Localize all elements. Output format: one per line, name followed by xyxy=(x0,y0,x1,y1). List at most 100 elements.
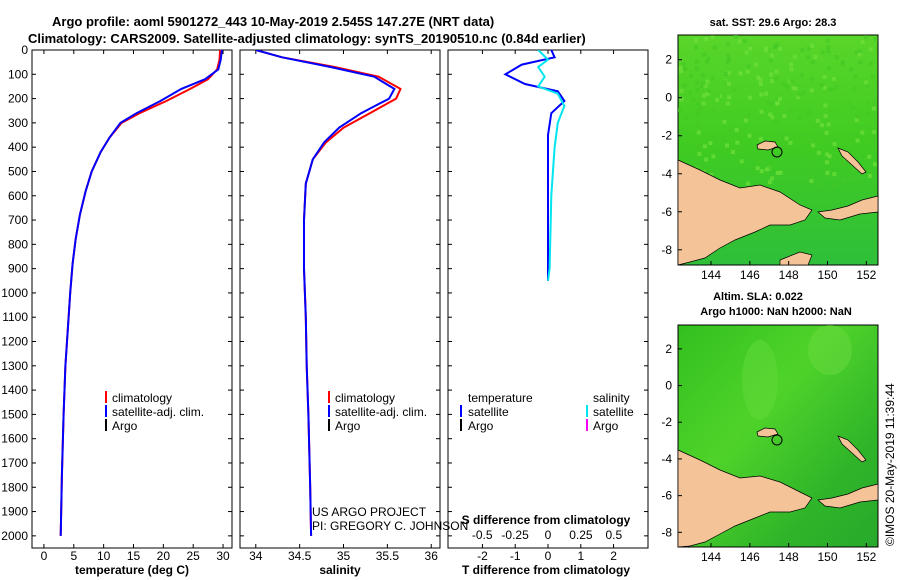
sst-pixel xyxy=(793,86,798,91)
y-tick-label: 1000 xyxy=(1,286,28,300)
map-y-tick-label: 0 xyxy=(665,379,672,393)
map-x-tick-label: 150 xyxy=(817,550,837,564)
sst-pixel xyxy=(702,144,707,149)
sst-pixel xyxy=(696,109,701,114)
credit-project: US ARGO PROJECT xyxy=(312,505,427,519)
sst-pixel xyxy=(778,46,782,51)
sst-pixel xyxy=(834,86,839,91)
map-x-tick-label: 146 xyxy=(740,268,760,282)
y-tick-label: 900 xyxy=(8,262,28,276)
sst-pixel xyxy=(759,109,764,114)
sst-pixel xyxy=(748,46,753,51)
map-y-tick-label: 2 xyxy=(665,53,672,67)
legend-swatch-argo xyxy=(105,419,107,431)
sst-pixel xyxy=(809,179,814,184)
difference-panel xyxy=(447,49,649,549)
sst-pixel xyxy=(678,127,683,132)
legend-label-s-satellite: satellite xyxy=(593,405,634,419)
sst-pixel xyxy=(866,126,871,131)
y-tick-label: 500 xyxy=(8,164,28,178)
x-tick-label: 20 xyxy=(157,549,171,563)
s-tick-label: 0.25 xyxy=(569,528,593,542)
y-tick-label: 1100 xyxy=(2,310,28,324)
sst-pixel xyxy=(787,108,792,113)
sst-pixel xyxy=(746,181,750,186)
sst-pixel xyxy=(816,150,821,155)
sst-pixel xyxy=(809,88,814,93)
legend-label-satellite: satellite-adj. clim. xyxy=(112,405,204,419)
sst-pixel xyxy=(853,74,858,79)
sst-pixel xyxy=(759,169,764,174)
sst-pixel xyxy=(710,35,715,40)
sst-pixel xyxy=(801,90,806,95)
sst-pixel xyxy=(710,76,715,81)
sst-pixel xyxy=(704,36,709,41)
sst-pixel xyxy=(785,84,790,89)
map-x-tick-label: 152 xyxy=(856,268,876,282)
sst-pixel xyxy=(678,69,683,74)
legend-swatch-s-satellite xyxy=(586,405,588,417)
sst-pixel xyxy=(826,49,831,54)
sst-pixel xyxy=(742,39,747,44)
sst-pixel xyxy=(703,83,708,88)
sst-pixel xyxy=(735,140,740,145)
sst-pixel xyxy=(867,169,872,173)
sst-pixel xyxy=(711,108,716,113)
sst-pixel xyxy=(772,45,777,49)
difference-legend: temperature satellite Argo salinity sate… xyxy=(460,391,634,433)
sst-island-new-ireland xyxy=(837,147,867,175)
sst-pixel xyxy=(825,173,830,178)
title-line-1: Argo profile: aoml 5901272_443 10-May-20… xyxy=(52,14,494,29)
pressure-axis: 0 100 200 300 400 500 600 700 800 900 1000 1100 1200… xyxy=(1,43,648,543)
sst-pixel xyxy=(816,181,821,186)
sst-pixel xyxy=(768,58,773,63)
sst-pixel xyxy=(678,108,682,113)
sst-pixel xyxy=(774,69,779,74)
sst-pixel xyxy=(775,171,780,175)
sst-pixel xyxy=(851,105,856,110)
x-tick-label: 0 xyxy=(41,549,48,563)
map-x-tick-label: 144 xyxy=(701,550,721,564)
sst-pixel xyxy=(724,135,729,140)
sst-pixel xyxy=(782,114,787,119)
sst-pixel xyxy=(739,159,744,164)
legend-swatch-s-argo xyxy=(586,419,588,431)
sst-pixel xyxy=(824,131,829,135)
temperature-x-axis: 0 5 10 15 20 25 30 xyxy=(41,50,230,563)
legend-swatch-t-satellite xyxy=(460,405,462,417)
sst-pixel xyxy=(808,140,813,145)
salinity-axis-label: salinity xyxy=(319,563,361,577)
legend-swatch-satellite xyxy=(328,405,330,417)
sst-pixel xyxy=(791,86,796,90)
sst-pixel xyxy=(818,130,823,135)
sst-pixel xyxy=(747,95,752,100)
sst-pixel xyxy=(870,74,875,79)
sst-pixel xyxy=(764,48,769,53)
sst-pixel xyxy=(789,172,794,176)
sst-pixel xyxy=(775,101,780,106)
sst-pixel xyxy=(827,87,832,92)
sst-pixel xyxy=(727,57,731,62)
sst-pixel xyxy=(755,166,760,171)
sla-island-new-ireland xyxy=(837,435,867,463)
sst-pixel xyxy=(695,112,700,117)
sst-pixel xyxy=(854,118,859,123)
sst-pixel xyxy=(746,64,751,69)
sla-land-east xyxy=(817,483,879,509)
sla-feature xyxy=(808,325,852,375)
y-tick-label: 800 xyxy=(8,237,28,251)
sst-pixel xyxy=(758,81,763,86)
sst-pixel xyxy=(724,72,728,76)
sst-pixel xyxy=(832,172,837,177)
t-difference-axis-label: T difference from climatology xyxy=(462,563,630,577)
salinity-legend: climatology satellite-adj. clim. Argo xyxy=(328,391,427,433)
sst-pixel xyxy=(704,59,709,64)
sst-pixel xyxy=(800,48,805,52)
x-tick-label: -1 xyxy=(510,549,521,563)
y-tick-label: 400 xyxy=(8,140,28,154)
sst-pixel xyxy=(732,87,737,92)
sst-pixel xyxy=(701,73,706,77)
series-line-satellite-adj-clim- xyxy=(255,50,396,536)
timestamp: ©IMOS 20-May-2019 11:39:44 xyxy=(883,383,897,546)
sst-pixel xyxy=(704,157,709,162)
